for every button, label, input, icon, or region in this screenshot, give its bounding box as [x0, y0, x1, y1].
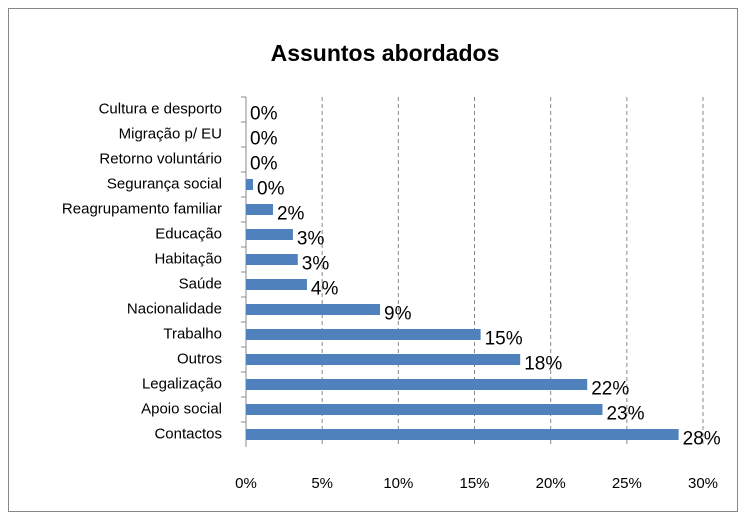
value-label: 22% [591, 379, 629, 400]
value-label: 0% [250, 154, 278, 175]
bar [246, 254, 298, 265]
chart-frame [8, 8, 738, 512]
y-tick-label: Legalização [142, 375, 222, 392]
value-label: 0% [250, 129, 278, 150]
y-tick-label: Nacionalidade [127, 300, 222, 317]
value-label: 3% [297, 229, 325, 250]
value-label: 4% [311, 279, 339, 300]
value-label: 18% [524, 354, 562, 375]
bar [246, 204, 273, 215]
bar [246, 429, 679, 440]
y-tick-label: Cultura e desporto [99, 100, 222, 117]
bar [246, 379, 588, 390]
y-tick-label: Migração p/ EU [119, 125, 222, 142]
y-tick-label: Educação [155, 225, 222, 242]
y-tick-label: Trabalho [163, 325, 222, 342]
bar [246, 279, 307, 290]
value-label: 15% [485, 329, 523, 350]
bar [246, 304, 381, 315]
value-label: 28% [683, 429, 721, 450]
bar [246, 229, 293, 240]
value-label: 23% [606, 404, 644, 425]
y-tick-label: Retorno voluntário [99, 150, 222, 167]
y-tick-label: Apoio social [141, 400, 222, 417]
y-tick-label: Segurança social [107, 175, 222, 192]
x-tick-label: 20% [536, 475, 566, 492]
x-tick-label: 10% [383, 475, 413, 492]
bar [246, 329, 481, 340]
y-tick-label: Saúde [179, 275, 222, 292]
bar [246, 354, 521, 365]
y-tick-label: Reagrupamento familiar [62, 200, 222, 217]
y-tick-label: Outros [177, 350, 222, 367]
value-label: 0% [257, 179, 285, 200]
bar [246, 179, 254, 190]
value-label: 3% [302, 254, 330, 275]
x-tick-label: 15% [459, 475, 489, 492]
value-label: 9% [384, 304, 412, 325]
x-tick-label: 0% [235, 475, 257, 492]
y-tick-label: Contactos [154, 425, 222, 442]
chart-title: Assuntos abordados [271, 40, 500, 66]
bar [246, 404, 603, 415]
x-tick-label: 25% [612, 475, 642, 492]
value-label: 2% [277, 204, 305, 225]
y-tick-label: Habitação [154, 250, 222, 267]
x-tick-label: 5% [311, 475, 333, 492]
x-tick-label: 30% [688, 475, 718, 492]
value-label: 0% [250, 104, 278, 125]
